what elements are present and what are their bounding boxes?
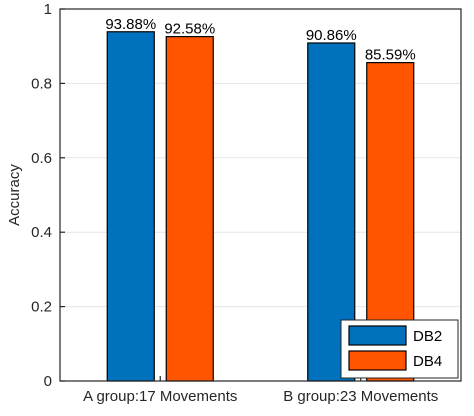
legend-swatch-db4 (348, 350, 407, 371)
data-label: 92.58% (164, 21, 215, 38)
data-label: 93.88% (105, 16, 156, 33)
y-tick-label: 0.2 (31, 299, 52, 316)
data-labels: 93.88% 92.58% 90.86% 85.59% (105, 16, 415, 64)
data-label: 90.86% (306, 27, 357, 44)
y-tick-label: 0 (44, 373, 52, 390)
y-tick-label: 0.6 (31, 150, 52, 167)
legend-label: DB2 (413, 328, 442, 345)
y-tick-label: 1 (44, 1, 52, 18)
y-tick-label: 0.4 (31, 224, 52, 241)
plot-frame (59, 8, 462, 382)
bar-db2-1 (106, 31, 155, 382)
y-axis-ticks: 0 0.2 0.4 0.6 0.8 1 (31, 1, 65, 390)
x-tick-label: A group:17 Movements (83, 388, 237, 405)
legend-label: DB4 (413, 353, 442, 370)
legend-swatch-db2 (348, 325, 407, 346)
data-label: 85.59% (365, 47, 416, 64)
bar-db4-1 (165, 36, 214, 382)
y-axis-title: Accuracy (6, 164, 23, 226)
x-axis-ticks: A group:17 Movements B group:23 Movements (83, 376, 438, 405)
y-tick-label: 0.8 (31, 75, 52, 92)
x-tick-label: B group:23 Movements (283, 388, 438, 405)
